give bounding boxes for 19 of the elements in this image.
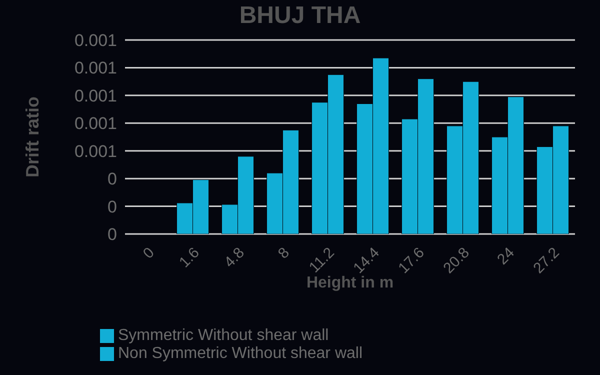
x-tick-label: 11.2 [306,244,338,276]
x-tick-label: 24 [494,244,518,268]
chart-title: BHUJ THA [238,2,362,30]
legend-label: Symmetric Without shear wall [118,327,329,344]
y-tick-label: 0.001 [74,86,117,106]
y-axis-title: Drift ratio [22,96,42,178]
y-tick-label: 0.001 [74,142,117,161]
x-tick-label: 1.6 [176,244,203,272]
y-tick-label: 0.001 [74,31,117,50]
y-tick-label: 0.001 [74,58,117,78]
x-tick-label: 8 [274,244,293,262]
x-axis-title: Height in m [306,274,394,292]
x-tick-label: 0 [140,244,158,262]
x-tick-label: 4.8 [221,244,248,272]
y-tick-label: 0 [108,225,117,244]
legend-label: Non Symmetric Without shear wall [118,345,363,362]
y-tick-label: 0 [108,197,117,216]
y-tick-label: 0 [108,170,117,189]
y-tick-label: 0.001 [74,114,117,134]
